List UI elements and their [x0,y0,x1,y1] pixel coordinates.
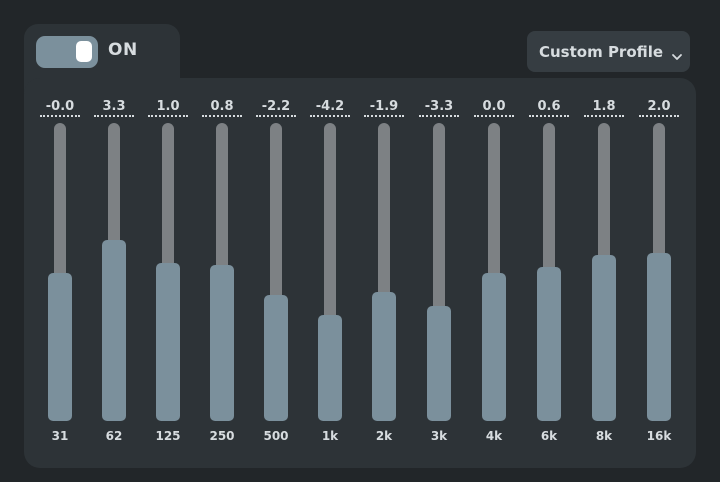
band-gain-value[interactable]: 3.3 [94,100,134,117]
band-slider-fill[interactable] [156,262,180,421]
band-frequency-label: 250 [209,429,235,443]
band-gain-value[interactable]: -4.2 [310,100,350,117]
band-slider-fill[interactable] [537,266,561,421]
equalizer-body [24,78,696,468]
band-slider-fill[interactable] [647,252,671,421]
toggle-knob [76,41,92,62]
band-slider-fill[interactable] [427,306,451,421]
band-slider-fill[interactable] [264,295,288,421]
band-gain-value[interactable]: -0.0 [40,100,80,117]
band-gain-value[interactable]: 1.8 [584,100,624,117]
band-gain-value[interactable]: 2.0 [639,100,679,117]
band-gain-value[interactable]: -2.2 [256,100,296,117]
band-frequency-label: 3k [430,429,448,443]
chevron-down-icon [671,47,683,60]
band-frequency-label: 8k [595,429,613,443]
band-gain-value[interactable]: 0.8 [202,100,242,117]
band-frequency-label: 16k [646,429,672,443]
eq-toggle-switch[interactable] [36,36,98,68]
band-slider-fill[interactable] [48,273,72,421]
profile-dropdown[interactable]: Custom Profile [527,31,690,72]
band-slider-fill[interactable] [482,273,506,421]
band-frequency-label: 6k [540,429,558,443]
band-slider-fill[interactable] [318,315,342,421]
band-slider-fill[interactable] [592,254,616,421]
band-frequency-label: 500 [263,429,289,443]
band-gain-value[interactable]: 0.6 [529,100,569,117]
band-frequency-label: 2k [375,429,393,443]
band-gain-value[interactable]: 0.0 [474,100,514,117]
band-frequency-label: 62 [105,429,123,443]
toggle-state-label: ON [108,40,138,60]
band-gain-value[interactable]: -1.9 [364,100,404,117]
band-frequency-label: 1k [321,429,339,443]
band-frequency-label: 125 [155,429,181,443]
band-frequency-label: 31 [51,429,69,443]
band-slider-fill[interactable] [210,264,234,421]
band-gain-value[interactable]: -3.3 [419,100,459,117]
band-frequency-label: 4k [485,429,503,443]
band-slider-fill[interactable] [372,292,396,421]
profile-label: Custom Profile [539,42,664,61]
band-slider-fill[interactable] [102,239,126,421]
band-gain-value[interactable]: 1.0 [148,100,188,117]
